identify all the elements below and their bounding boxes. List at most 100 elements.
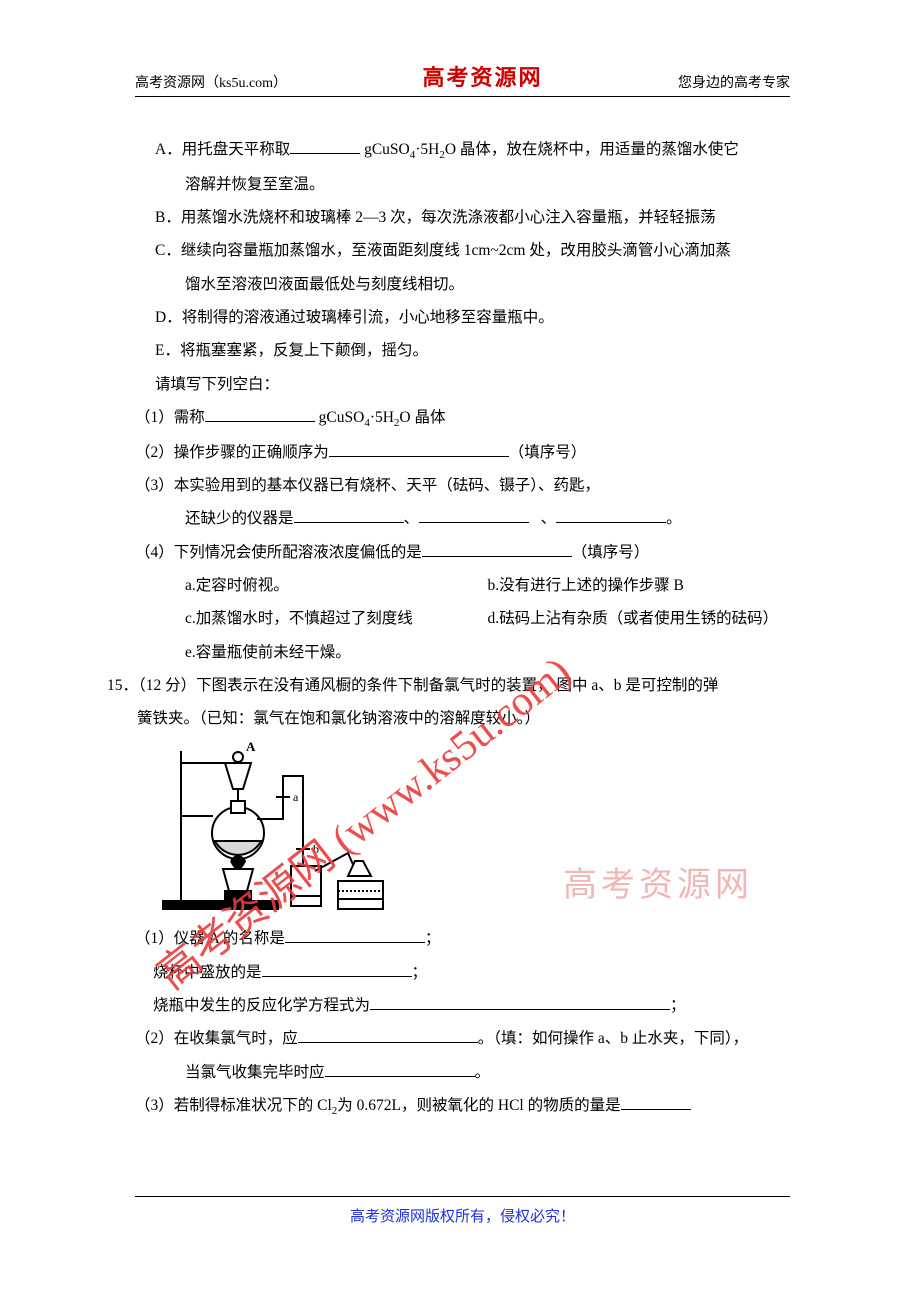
blank [556,508,666,524]
q15-s1-l3a: 烧瓶中发生的反应化学方程式为 [153,997,370,1014]
q15-s1-l3b: ； [670,997,686,1014]
q4-opt-d: d.砝码上沾有杂质（或者使用生锈的砝码） [488,602,791,635]
blank [621,1095,691,1111]
q15-s2-l2a: 当氯气收集完毕时应 [185,1064,325,1081]
q15-s1-l3: 烧瓶中发生的反应化学方程式为 ； [135,989,790,1022]
q15-s2-l1: （2）在收集氯气时，应 。（填：如何操作 a、b 止水夹，下同）， [135,1022,790,1055]
opt-A-text1c: ·5H [415,141,439,158]
q15-s1-l2: 烧杯中盛放的是 ； [135,956,790,989]
q2-a: 操作步骤的正确顺序为 [174,444,329,461]
page-header: 高考资源网（ks5u.com） 高考资源网 您身边的高考专家 [135,60,790,97]
q1-a: 需称 [174,409,205,426]
q15-s3-num: （3） [135,1097,174,1114]
option-B: B．用蒸馏水洗烧杯和玻璃棒 2—3 次，每次洗涤液都小心注入容量瓶，并轻轻振荡 [135,201,790,234]
q15-s1-l2a: 烧杯中盛放的是 [153,964,262,981]
q15-s2-l2: 当氯气收集完毕时应 。 [135,1056,790,1089]
opt-D-text: 将制得的溶液通过玻璃棒引流，小心地移至容量瓶中。 [182,309,554,326]
q1-c: ·5H [370,409,394,426]
q15-s3: （3）若制得标准状况下的 Cl2为 0.672L，则被氧化的 HCl 的物质的量… [135,1089,790,1124]
q15-s2-a: 在收集氯气时，应 [174,1030,298,1047]
q4-opt-c: c.加蒸馏水时，不慎超过了刻度线 [185,602,488,635]
diagram-label-b: b [313,842,319,856]
blank [294,508,404,524]
q1-b: gCuSO [315,409,365,426]
sub-q4: （4）下列情况会使所配溶液浓度偏低的是 （填序号） [135,536,790,569]
opt-C-line2: 馏水至溶液凹液面最低处与刻度线相切。 [135,268,790,301]
opt-E-text: 将瓶塞塞紧，反复上下颠倒，摇匀。 [180,342,428,359]
blank [298,1028,478,1044]
q15-s1-b: ； [425,930,441,947]
blank [325,1061,475,1077]
q1-d: O 晶体 [399,409,445,426]
page-footer: 高考资源网版权所有，侵权必究！ [135,1196,790,1226]
opt-C-line1: 继续向容量瓶加蒸馏水，至液面距刻度线 1cm~2cm 处，改用胶头滴管小心滴加蒸 [181,242,731,259]
q15-s1-a: 仪器 A 的名称是 [174,930,285,947]
q15-s2-num: （2） [135,1030,174,1047]
diagram-label-a: a [293,790,299,804]
q15-s2-b: 。（填：如何操作 a、b 止水夹，下同）， [478,1030,748,1047]
opt-A-text1: 用托盘天平称取 [182,141,291,158]
opt-A-text1b: gCuSO [360,141,410,158]
q15-intro1: （12 分）下图表示在没有通风橱的条件下制备氯气时的装置， 图中 a、b 是可控… [138,677,718,694]
q1-num: （1） [135,409,174,426]
option-E: E．将瓶塞塞紧，反复上下颠倒，摇匀。 [135,334,790,367]
q3-sep2: 、 [541,510,557,527]
q15-s1-l2b: ； [412,964,428,981]
blank [370,995,670,1011]
diagram-label-A: A [246,741,256,754]
opt-A-line2: 溶解并恢复至室温。 [135,168,790,201]
question-content: A．用托盘天平称取 gCuSO4·5H2O 晶体，放在烧杯中，用适量的蒸馏水使它… [135,133,790,1124]
blank [262,961,412,977]
q4-opts-row1: a.定容时俯视。 b.没有进行上述的操作步骤 B [135,569,790,602]
q4-tail: （填序号） [572,544,650,561]
q15-s1-l1: （1）仪器 A 的名称是 ； [135,922,790,955]
q15-num: 15． [107,677,138,694]
question-15: 15．（12 分）下图表示在没有通风橱的条件下制备氯气时的装置， 图中 a、b … [107,669,790,702]
q4-a: 下列情况会使所配溶液浓度偏低的是 [174,544,422,561]
q4-opt-b: b.没有进行上述的操作步骤 B [488,569,791,602]
sub-q3: （3）本实验用到的基本仪器已有烧杯、天平（砝码、镊子）、药匙， [135,469,790,502]
q4-num: （4） [135,544,174,561]
apparatus-diagram: A a b [153,741,403,916]
opt-A-text1d: O 晶体，放在烧杯中，用适量的蒸馏水使它 [445,141,739,158]
label-E: E． [155,342,180,359]
option-C: C．继续向容量瓶加蒸馏水，至液面距刻度线 1cm~2cm 处，改用胶头滴管小心滴… [135,234,790,267]
q15-s1-num: （1） [135,930,174,947]
q4-opts-row2: c.加蒸馏水时，不慎超过了刻度线 d.砝码上沾有杂质（或者使用生锈的砝码） [135,602,790,635]
q2-num: （2） [135,444,174,461]
sub-q3-line2: 还缺少的仪器是 、 、 。 [135,502,790,535]
blank [329,441,509,457]
label-B: B． [155,209,181,226]
q3-end: 。 [666,510,682,527]
q15-s2-l2b: 。 [475,1064,491,1081]
label-A: A． [155,141,182,158]
blank [205,406,315,422]
option-A: A．用托盘天平称取 gCuSO4·5H2O 晶体，放在烧杯中，用适量的蒸馏水使它 [135,133,790,168]
q3-sep1: 、 [404,510,420,527]
sub-q2: （2）操作步骤的正确顺序为 （填序号） [135,436,790,469]
fill-prompt: 请填写下列空白： [135,368,790,401]
blank [422,541,572,557]
blank [285,928,425,944]
diagram-row: A a b 高考资源网 [135,735,790,922]
q3-line1: 本实验用到的基本仪器已有烧杯、天平（砝码、镊子）、药匙， [174,477,600,494]
header-center: 高考资源网 [423,60,543,92]
q4-opt-e: e.容量瓶使前未经干燥。 [135,636,790,669]
blank [290,139,360,155]
opt-B-text: 用蒸馏水洗烧杯和玻璃棒 2—3 次，每次洗涤液都小心注入容量瓶，并轻轻振荡 [181,209,716,226]
watermark-side: 高考资源网 [563,849,753,922]
q15-intro2: 簧铁夹。（已知：氯气在饱和氯化钠溶液中的溶解度较小。） [135,702,790,735]
sub-q1: （1）需称 gCuSO4·5H2O 晶体 [135,401,790,436]
header-right: 您身边的高考专家 [678,72,790,92]
q15-s3-b: 为 0.672L，则被氧化的 HCl 的物质的量是 [337,1097,620,1114]
label-D: D． [155,309,182,326]
q3-num: （3） [135,477,174,494]
header-left: 高考资源网（ks5u.com） [135,72,287,92]
option-D: D．将制得的溶液通过玻璃棒引流，小心地移至容量瓶中。 [135,301,790,334]
apparatus-svg: A a b [153,741,403,916]
blank [419,508,529,524]
q4-opt-a: a.定容时俯视。 [185,569,488,602]
q15-s3-a: 若制得标准状况下的 Cl [174,1097,332,1114]
q3-l2a: 还缺少的仪器是 [185,510,294,527]
q2-tail: （填序号） [509,444,587,461]
